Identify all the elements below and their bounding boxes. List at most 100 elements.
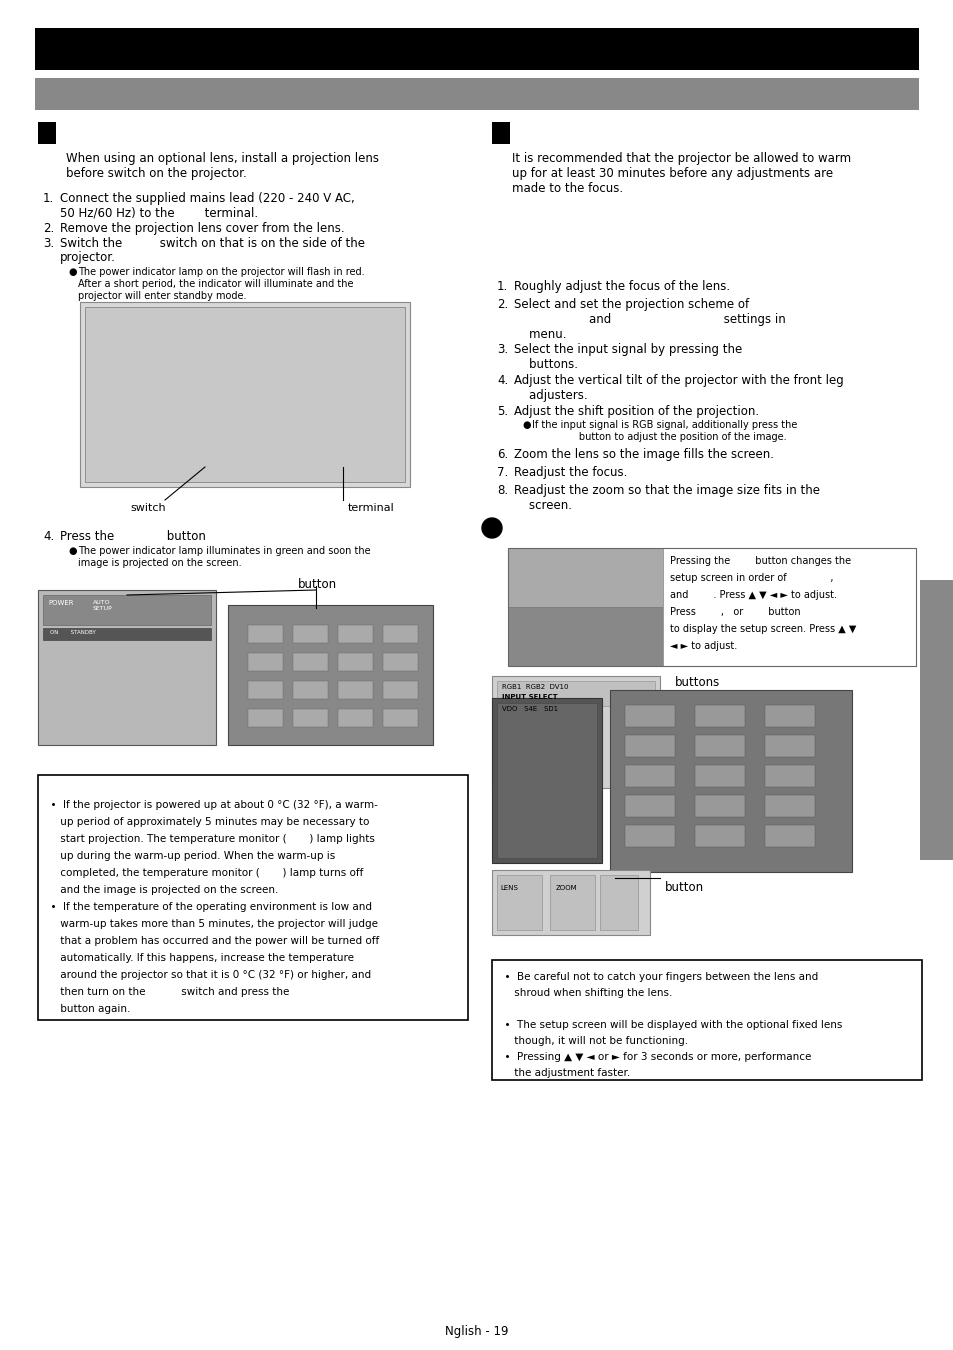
Bar xyxy=(337,709,373,728)
Text: Nglish - 19: Nglish - 19 xyxy=(445,1324,508,1338)
Bar xyxy=(662,548,915,666)
Text: 5.: 5. xyxy=(497,405,508,418)
Bar xyxy=(764,705,814,728)
Bar xyxy=(293,709,328,728)
Bar xyxy=(337,653,373,671)
Bar xyxy=(624,765,675,787)
Text: 1.: 1. xyxy=(43,192,54,205)
Text: Connect the supplied mains lead (220 - 240 V AC,: Connect the supplied mains lead (220 - 2… xyxy=(60,192,355,205)
Text: Remove the projection lens cover from the lens.: Remove the projection lens cover from th… xyxy=(60,221,344,235)
Bar xyxy=(609,690,851,872)
Text: 7.: 7. xyxy=(497,466,508,479)
Bar xyxy=(497,703,597,859)
Text: warm-up takes more than 5 minutes, the projector will judge: warm-up takes more than 5 minutes, the p… xyxy=(44,919,377,929)
Bar xyxy=(382,709,417,728)
Bar xyxy=(35,78,918,109)
Bar xyxy=(382,625,417,643)
Text: completed, the temperature monitor (       ) lamp turns off: completed, the temperature monitor ( ) l… xyxy=(44,868,363,878)
Text: 4.: 4. xyxy=(43,531,54,543)
Text: Select the input signal by pressing the
    buttons.: Select the input signal by pressing the … xyxy=(514,343,741,371)
Bar xyxy=(764,734,814,757)
Text: ●: ● xyxy=(68,267,76,277)
Text: button: button xyxy=(297,578,336,591)
Bar xyxy=(492,676,659,788)
Bar xyxy=(624,705,675,728)
Text: RGB1  RGB2  DV10: RGB1 RGB2 DV10 xyxy=(501,684,568,690)
Text: projector.: projector. xyxy=(60,251,115,265)
Text: 6.: 6. xyxy=(497,448,508,460)
Text: then turn on the           switch and press the: then turn on the switch and press the xyxy=(44,987,289,998)
Bar xyxy=(599,875,638,930)
Text: ●: ● xyxy=(68,545,76,556)
Bar xyxy=(695,825,744,846)
Text: up period of approximately 5 minutes may be necessary to: up period of approximately 5 minutes may… xyxy=(44,817,369,828)
Bar xyxy=(550,875,595,930)
Bar xyxy=(38,590,215,745)
Text: switch: switch xyxy=(130,504,166,513)
Text: 4.: 4. xyxy=(497,374,508,387)
Bar xyxy=(497,875,541,930)
Text: ●: ● xyxy=(521,420,530,431)
Bar xyxy=(38,775,468,1021)
Text: 2.: 2. xyxy=(497,298,508,311)
Text: the adjustment faster.: the adjustment faster. xyxy=(497,1068,630,1079)
Bar xyxy=(80,302,410,487)
Bar xyxy=(695,795,744,817)
Text: •  Pressing ▲ ▼ ◄ or ► for 3 seconds or more, performance: • Pressing ▲ ▼ ◄ or ► for 3 seconds or m… xyxy=(497,1052,810,1062)
Text: start projection. The temperature monitor (       ) lamp lights: start projection. The temperature monito… xyxy=(44,834,375,844)
Bar xyxy=(507,608,662,666)
Text: around the projector so that it is 0 °C (32 °F) or higher, and: around the projector so that it is 0 °C … xyxy=(44,971,371,980)
Bar xyxy=(624,734,675,757)
Bar xyxy=(337,680,373,699)
Text: automatically. If this happens, increase the temperature: automatically. If this happens, increase… xyxy=(44,953,354,963)
Text: Readjust the zoom so that the image size fits in the
    screen.: Readjust the zoom so that the image size… xyxy=(514,485,820,512)
Text: ◄ ► to adjust.: ◄ ► to adjust. xyxy=(669,641,737,651)
Text: If the input signal is RGB signal, additionally press the
               button : If the input signal is RGB signal, addit… xyxy=(532,420,797,441)
Text: 3.: 3. xyxy=(43,238,54,250)
Bar xyxy=(507,548,915,666)
Text: to display the setup screen. Press ▲ ▼: to display the setup screen. Press ▲ ▼ xyxy=(669,624,856,634)
Bar xyxy=(35,28,918,70)
Text: After a short period, the indicator will illuminate and the: After a short period, the indicator will… xyxy=(78,279,354,289)
Text: VDO   S4E   SD1: VDO S4E SD1 xyxy=(501,706,558,711)
Bar xyxy=(492,122,510,144)
Text: image is projected on the screen.: image is projected on the screen. xyxy=(78,558,241,568)
Text: Adjust the shift position of the projection.: Adjust the shift position of the project… xyxy=(514,405,759,418)
Text: Readjust the focus.: Readjust the focus. xyxy=(514,466,627,479)
Bar xyxy=(764,795,814,817)
Bar xyxy=(624,825,675,846)
Text: shroud when shifting the lens.: shroud when shifting the lens. xyxy=(497,988,672,998)
Text: When using an optional lens, install a projection lens
before switch on the proj: When using an optional lens, install a p… xyxy=(66,153,378,180)
Text: projector will enter standby mode.: projector will enter standby mode. xyxy=(78,292,246,301)
Bar xyxy=(293,680,328,699)
Bar xyxy=(492,698,601,863)
Bar xyxy=(85,306,405,482)
Bar xyxy=(695,705,744,728)
Bar xyxy=(624,795,675,817)
Text: ZOOM: ZOOM xyxy=(556,886,577,891)
Text: Switch the          switch on that is on the side of the: Switch the switch on that is on the side… xyxy=(60,238,365,250)
Bar xyxy=(764,765,814,787)
Text: Roughly adjust the focus of the lens.: Roughly adjust the focus of the lens. xyxy=(514,279,729,293)
Text: The power indicator lamp on the projector will flash in red.: The power indicator lamp on the projecto… xyxy=(78,267,364,277)
Bar xyxy=(497,680,655,706)
Text: and        . Press ▲ ▼ ◄ ► to adjust.: and . Press ▲ ▼ ◄ ► to adjust. xyxy=(669,590,836,599)
Text: •  The setup screen will be displayed with the optional fixed lens: • The setup screen will be displayed wit… xyxy=(497,1021,841,1030)
Text: 2.: 2. xyxy=(43,221,54,235)
Bar xyxy=(248,625,283,643)
Text: It is recommended that the projector be allowed to warm
up for at least 30 minut: It is recommended that the projector be … xyxy=(512,153,850,194)
Bar xyxy=(43,595,211,625)
Bar xyxy=(248,709,283,728)
Bar xyxy=(695,765,744,787)
Text: button again.: button again. xyxy=(44,1004,131,1014)
Text: 1.: 1. xyxy=(497,279,508,293)
Bar xyxy=(764,825,814,846)
Text: Select and set the projection scheme of
                    and                 : Select and set the projection scheme of … xyxy=(514,298,785,342)
Text: INPUT SELECT: INPUT SELECT xyxy=(501,694,558,701)
Text: Adjust the vertical tilt of the projector with the front leg
    adjusters.: Adjust the vertical tilt of the projecto… xyxy=(514,374,842,402)
Text: setup screen in order of              ,: setup screen in order of , xyxy=(669,572,833,583)
Text: Press the              button: Press the button xyxy=(60,531,206,543)
Bar xyxy=(919,580,953,860)
Bar xyxy=(43,628,211,640)
Text: 8.: 8. xyxy=(497,485,508,497)
